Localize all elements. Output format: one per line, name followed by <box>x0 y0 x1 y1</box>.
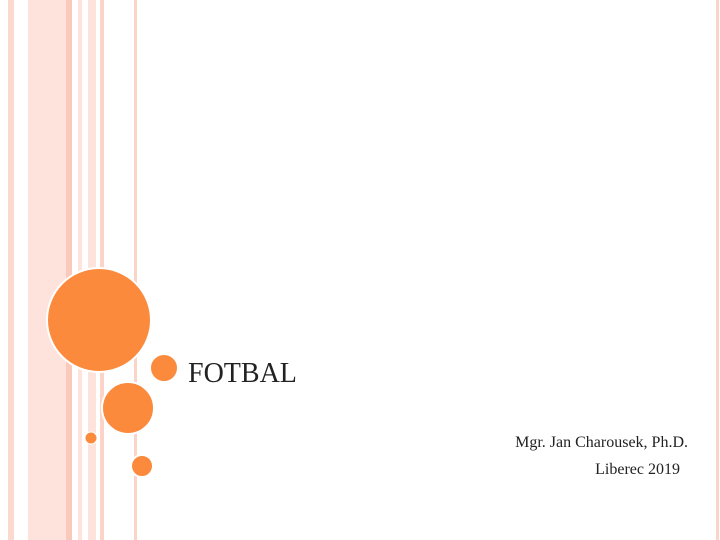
stripe <box>134 0 137 540</box>
circle <box>101 381 155 435</box>
stripe <box>66 0 72 540</box>
author: Mgr. Jan Charousek, Ph.D. <box>515 434 688 451</box>
circle <box>84 431 98 445</box>
circle <box>46 267 152 373</box>
stripe <box>78 0 82 540</box>
circle <box>149 353 179 383</box>
circle <box>130 454 154 478</box>
stripe <box>8 0 14 540</box>
stripe <box>28 0 66 540</box>
stripe <box>716 0 719 540</box>
place-year: Liberec 2019 <box>595 461 680 478</box>
title: FOTBAL <box>188 358 297 389</box>
